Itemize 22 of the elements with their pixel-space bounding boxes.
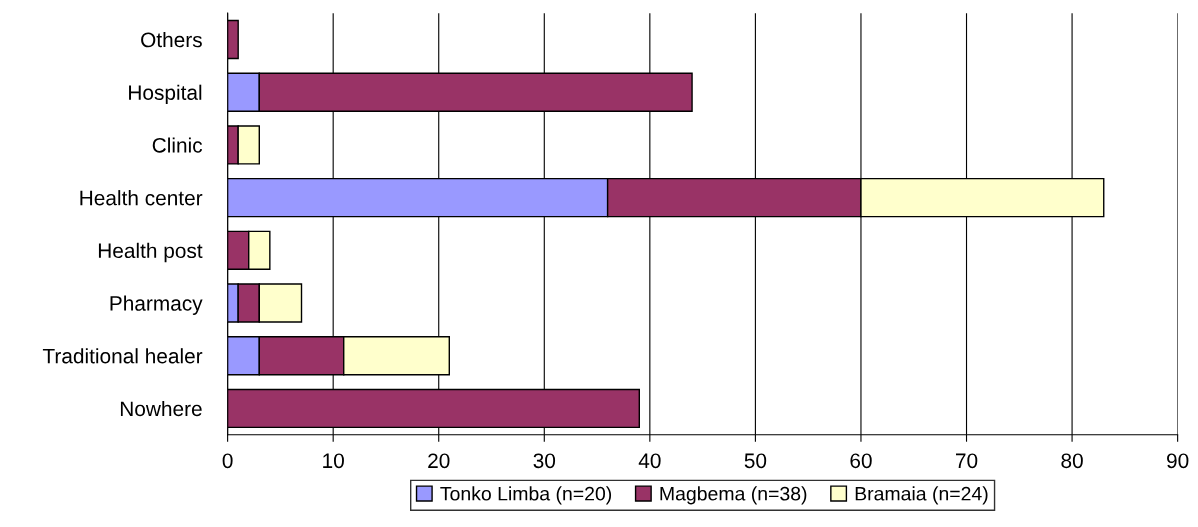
x-tick-label: 40 <box>638 453 661 469</box>
x-tick-label: 60 <box>850 453 872 469</box>
x-tick-label: 0 <box>222 453 233 469</box>
legend-label: Magbema (n=38) <box>660 486 807 505</box>
legend-label: Bramaia (n=24) <box>855 486 988 505</box>
x-tick-label: 50 <box>744 453 767 469</box>
y-tick-label: Others <box>141 31 202 48</box>
y-tick-label: Health center <box>80 190 203 206</box>
y-tick-label: Pharmacy <box>110 295 203 315</box>
bar <box>227 19 239 60</box>
legend-label: Tonko Limba (n=20) <box>440 486 612 505</box>
x-tick-label: 70 <box>956 453 978 469</box>
y-tick-label: Health post <box>98 242 203 263</box>
y-tick-label: Clinic <box>152 137 203 153</box>
y-tick-label: Traditional healer <box>42 348 203 364</box>
x-tick-label: 10 <box>323 453 344 469</box>
x-tick-label: 20 <box>428 453 450 469</box>
x-tick-label: 90 <box>1167 453 1189 469</box>
y-tick-label: Hospital <box>129 84 202 105</box>
x-tick-label: 80 <box>1061 453 1083 469</box>
y-tick-label: Nowhere <box>120 400 202 417</box>
x-tick-label: 30 <box>533 453 556 469</box>
